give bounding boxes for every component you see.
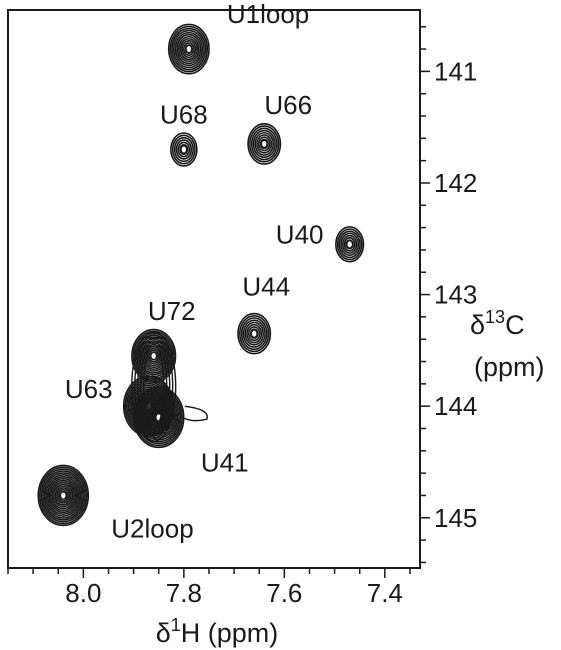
- peak-label-u41: U41: [201, 447, 249, 477]
- peak-u1loop: [167, 23, 210, 75]
- peak-u40: [335, 226, 365, 263]
- peak-overlap-envelope: [131, 331, 208, 443]
- x-tick-label: 8.0: [65, 578, 101, 608]
- y-axis-title: δ13C: [470, 307, 525, 340]
- peak-labels: U1loop U68 U66 U40 U44 U72 U63 U41 U2loop: [65, 0, 324, 543]
- y-tick-label: 145: [434, 503, 477, 533]
- x-tick-label: 7.4: [367, 578, 403, 608]
- y-tick-label: 142: [434, 168, 477, 198]
- y-tick-label: 141: [434, 56, 477, 86]
- x-axis-title: δ1H (ppm): [156, 615, 279, 648]
- peak-u44: [237, 312, 272, 355]
- y-axis-unit: (ppm): [474, 352, 545, 382]
- peak-label-u66: U66: [264, 90, 312, 120]
- peak-label-u63: U63: [65, 374, 113, 404]
- plot-frame: [7, 9, 421, 569]
- x-axis-ticks: 8.0 7.8 7.6 7.4: [7, 568, 411, 608]
- peak-label-u1loop: U1loop: [227, 0, 309, 29]
- peak-u68: [170, 132, 198, 167]
- peak-u2loop: [37, 464, 90, 527]
- x-tick-label: 7.8: [166, 578, 202, 608]
- y-tick-label: 143: [434, 280, 477, 310]
- y-axis-ticks: 141 142 143 144 145: [420, 25, 477, 564]
- peak-label-u68: U68: [160, 100, 208, 130]
- peak-label-u72: U72: [148, 296, 196, 326]
- x-tick-label: 7.6: [266, 578, 302, 608]
- peak-label-u44: U44: [242, 272, 290, 302]
- peak-label-u40: U40: [276, 219, 324, 249]
- y-tick-label: 144: [434, 391, 477, 421]
- peak-u66: [247, 123, 282, 165]
- peak-contours: [37, 23, 365, 527]
- peak-label-u2loop: U2loop: [111, 513, 193, 543]
